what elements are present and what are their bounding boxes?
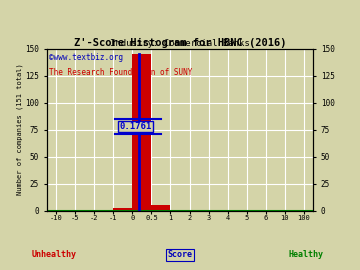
Text: Industry: Commercial Banks: Industry: Commercial Banks bbox=[110, 39, 250, 48]
Bar bbox=[132, 54, 152, 211]
Title: Z'-Score Histogram for HBNC (2016): Z'-Score Histogram for HBNC (2016) bbox=[74, 38, 286, 48]
Bar bbox=[152, 205, 171, 211]
Text: Healthy: Healthy bbox=[288, 250, 324, 259]
Text: Unhealthy: Unhealthy bbox=[32, 250, 76, 259]
Text: The Research Foundation of SUNY: The Research Foundation of SUNY bbox=[49, 68, 193, 77]
Text: ©www.textbiz.org: ©www.textbiz.org bbox=[49, 53, 123, 62]
Y-axis label: Number of companies (151 total): Number of companies (151 total) bbox=[16, 64, 23, 195]
Text: 0.1761: 0.1761 bbox=[119, 122, 151, 131]
Bar bbox=[113, 208, 132, 211]
Text: Score: Score bbox=[167, 250, 193, 259]
